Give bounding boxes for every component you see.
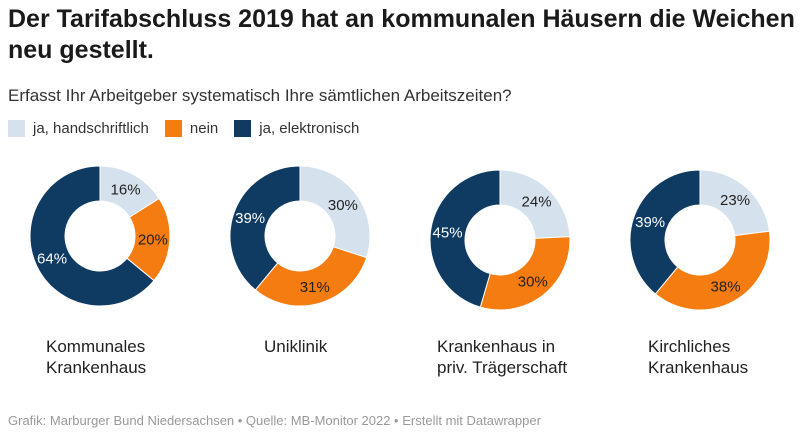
chart-title: Der Tarifabschluss 2019 hat an kommunale… [8,5,795,64]
donut-slice [29,165,155,307]
slice-value-label: 64% [37,251,67,268]
legend-item-handschriftlich: ja, handschriftlich [8,120,149,137]
legend: ja, handschriftlich nein ja, elektronisc… [8,120,359,137]
slice-value-label: 39% [635,214,665,231]
legend-item-nein: nein [164,120,219,137]
footer-source: Grafik: Marburger Bund Niedersachsen • Q… [8,413,541,428]
donut-slice [254,246,368,307]
donut-slice [299,165,371,259]
legend-swatch [234,120,252,137]
donut-caption: Kirchliches Krankenhaus [648,337,749,377]
slice-value-label: 45% [433,224,463,241]
donut-slice [499,169,571,239]
slice-value-label: 24% [522,194,552,211]
slice-value-label: 31% [300,279,330,296]
legend-label: ja, handschriftlich [33,120,149,137]
donut-caption: Uniklinik [264,337,328,356]
slice-value-label: 38% [711,278,741,295]
legend-label: ja, elektronisch [259,120,360,137]
donut-caption: Kommunales Krankenhaus [46,337,147,377]
donut-slice [429,169,501,308]
legend-label: nein [189,120,219,137]
donut-slice [629,169,701,295]
slice-value-label: 20% [138,231,168,248]
legend-swatch [164,120,182,137]
donut-caption: Krankenhaus in priv. Trägerschaft [437,337,568,377]
legend-item-elektronisch: ja, elektronisch [234,120,359,137]
legend-swatch [8,120,25,137]
slice-value-label: 30% [518,274,548,291]
donut-slice [229,165,301,291]
donut-slice [479,236,571,311]
slice-value-label: 16% [111,182,141,199]
slice-value-label: 23% [720,192,750,209]
chart-subtitle: Erfasst Ihr Arbeitgeber systematisch Ihr… [8,86,512,105]
donut-slice [654,230,771,311]
slice-value-label: 30% [328,197,358,214]
slice-value-label: 39% [235,210,265,227]
